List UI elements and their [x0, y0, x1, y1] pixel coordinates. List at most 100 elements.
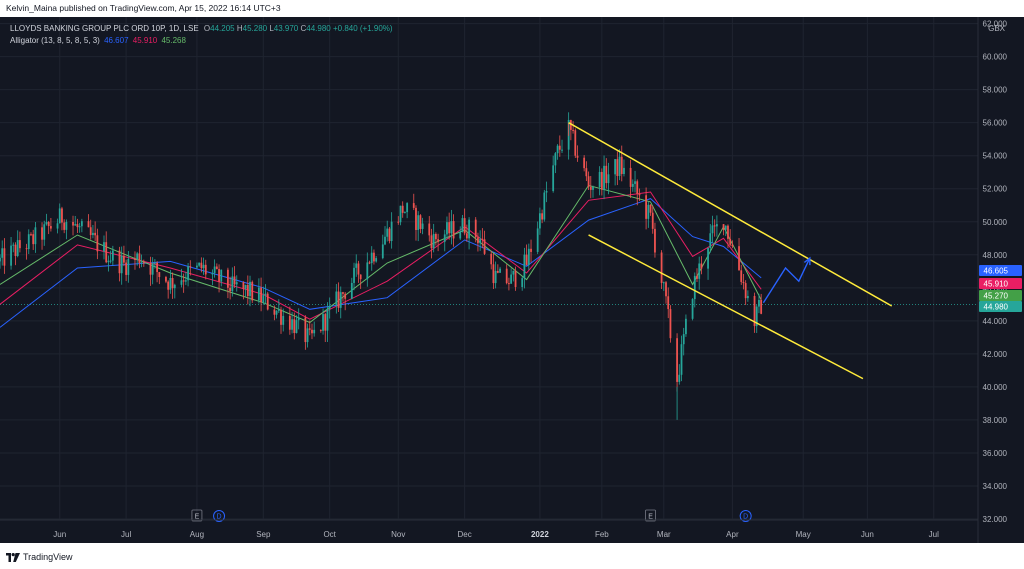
time-tick-label: Aug — [190, 530, 204, 539]
candle-body — [288, 315, 291, 330]
close-value: 44.980 — [306, 24, 331, 33]
dividend-marker-label: D — [217, 514, 222, 521]
candle-body — [41, 227, 43, 240]
candle-body — [576, 155, 579, 158]
candle-body — [421, 223, 424, 229]
candle-body — [758, 299, 760, 307]
price-chart[interactable]: E D E D 32.000 34.000 36.000 38.000 40.000 42.00… — [0, 17, 1024, 543]
candle-body — [742, 281, 745, 284]
candle-body — [616, 159, 619, 176]
candle-body — [169, 277, 172, 290]
candle-body — [326, 308, 329, 331]
candle-body — [711, 225, 714, 234]
candle-body — [558, 145, 561, 150]
candle-body — [196, 265, 198, 268]
candle-body — [65, 222, 68, 230]
candle-body — [738, 246, 740, 271]
projection-arrow[interactable] — [762, 256, 811, 304]
candle-body — [461, 218, 464, 232]
candle-body — [12, 244, 15, 246]
candle-body — [746, 295, 749, 299]
candle-body — [760, 299, 763, 314]
candle-body — [649, 204, 652, 213]
dividend-marker-icon[interactable] — [213, 510, 226, 522]
alligator-label[interactable]: Alligator (13, 8, 5, 8, 5, 3) — [10, 36, 100, 45]
time-axis[interactable]: Jun Jul Aug Sep Oct Nov Dec 2022 Feb Mar Apr May Jun… — [0, 519, 978, 539]
candle-body — [246, 284, 249, 297]
candle-body — [375, 258, 378, 262]
candle-body — [600, 171, 603, 190]
candle-body — [598, 171, 601, 188]
candle-body — [662, 282, 665, 284]
candle-body — [244, 284, 247, 289]
candle-body — [631, 183, 634, 187]
candle-body — [313, 329, 316, 334]
candle-body — [554, 153, 557, 166]
channel-lower-line[interactable] — [588, 234, 864, 380]
candle-body — [390, 221, 393, 242]
price-tick-label: 36.000 — [983, 449, 1008, 458]
price-tick-label: 54.000 — [983, 152, 1008, 161]
channel-upper-line[interactable] — [568, 122, 893, 307]
candle-body — [620, 156, 623, 174]
price-tag-box — [979, 265, 1022, 276]
candle-body — [34, 227, 37, 245]
candle-body — [463, 218, 466, 234]
candle-body — [388, 228, 391, 242]
candle-body — [366, 262, 369, 280]
legend-symbol-row: LLOYDS BANKING GROUP PLC ORD 10P, 1D, LS… — [10, 24, 393, 33]
tradingview-logo[interactable]: TradingView — [6, 552, 73, 562]
candle-body — [434, 233, 437, 240]
price-tick-label: 40.000 — [983, 383, 1008, 392]
candle-body — [231, 276, 234, 292]
candle-body — [724, 225, 727, 230]
arrow-head-icon[interactable] — [803, 256, 811, 266]
tradingview-icon — [6, 552, 20, 562]
candle-body — [109, 260, 112, 262]
candle-body — [293, 319, 296, 333]
price-tag-box — [979, 278, 1022, 289]
candle-body — [118, 250, 121, 274]
candle-body — [638, 193, 641, 196]
candle-body — [280, 309, 282, 325]
arrow-path[interactable] — [762, 257, 811, 304]
candle-body — [45, 222, 48, 225]
currency-label: GBX — [988, 24, 1006, 33]
dividend-marker-icon[interactable] — [739, 510, 752, 522]
candle-body — [536, 228, 539, 252]
candle-body — [105, 242, 108, 263]
candle-body — [229, 287, 232, 292]
candle-body — [0, 257, 1, 262]
candle-body — [78, 226, 81, 228]
candle-body — [465, 233, 468, 239]
candle-body — [328, 305, 331, 309]
candle-body — [357, 263, 360, 275]
price-tick-label: 58.000 — [983, 86, 1008, 95]
time-tick-label: Jun — [53, 530, 66, 539]
price-tag-box — [979, 290, 1022, 301]
candle-body — [740, 270, 743, 282]
candle-body — [585, 168, 588, 177]
candle-body — [266, 293, 269, 310]
candle-body — [729, 238, 732, 245]
candle-body — [282, 315, 285, 325]
earnings-marker-icon[interactable] — [191, 509, 203, 522]
teeth-value: 45.910 — [132, 36, 158, 45]
candle-body — [713, 225, 716, 227]
symbol-name[interactable]: LLOYDS BANKING GROUP PLC ORD 10P, 1D, LS… — [10, 24, 199, 33]
trend-channel[interactable] — [568, 122, 893, 380]
candle-body — [614, 159, 617, 175]
time-tick-label: Nov — [391, 530, 405, 539]
candle-body — [43, 224, 46, 240]
candle-body — [277, 309, 280, 311]
candle-body — [56, 223, 59, 229]
price-tick-label: 48.000 — [983, 251, 1008, 260]
candle-body — [249, 281, 251, 297]
candle-body — [297, 317, 300, 321]
earnings-marker-icon[interactable] — [645, 509, 656, 522]
candle-body — [685, 318, 687, 335]
chart-area[interactable]: E D E D 32.000 34.000 36.000 38.000 40.000 42.00… — [0, 17, 1024, 543]
price-tick-label: 56.000 — [983, 119, 1008, 128]
candle-body — [344, 293, 347, 299]
